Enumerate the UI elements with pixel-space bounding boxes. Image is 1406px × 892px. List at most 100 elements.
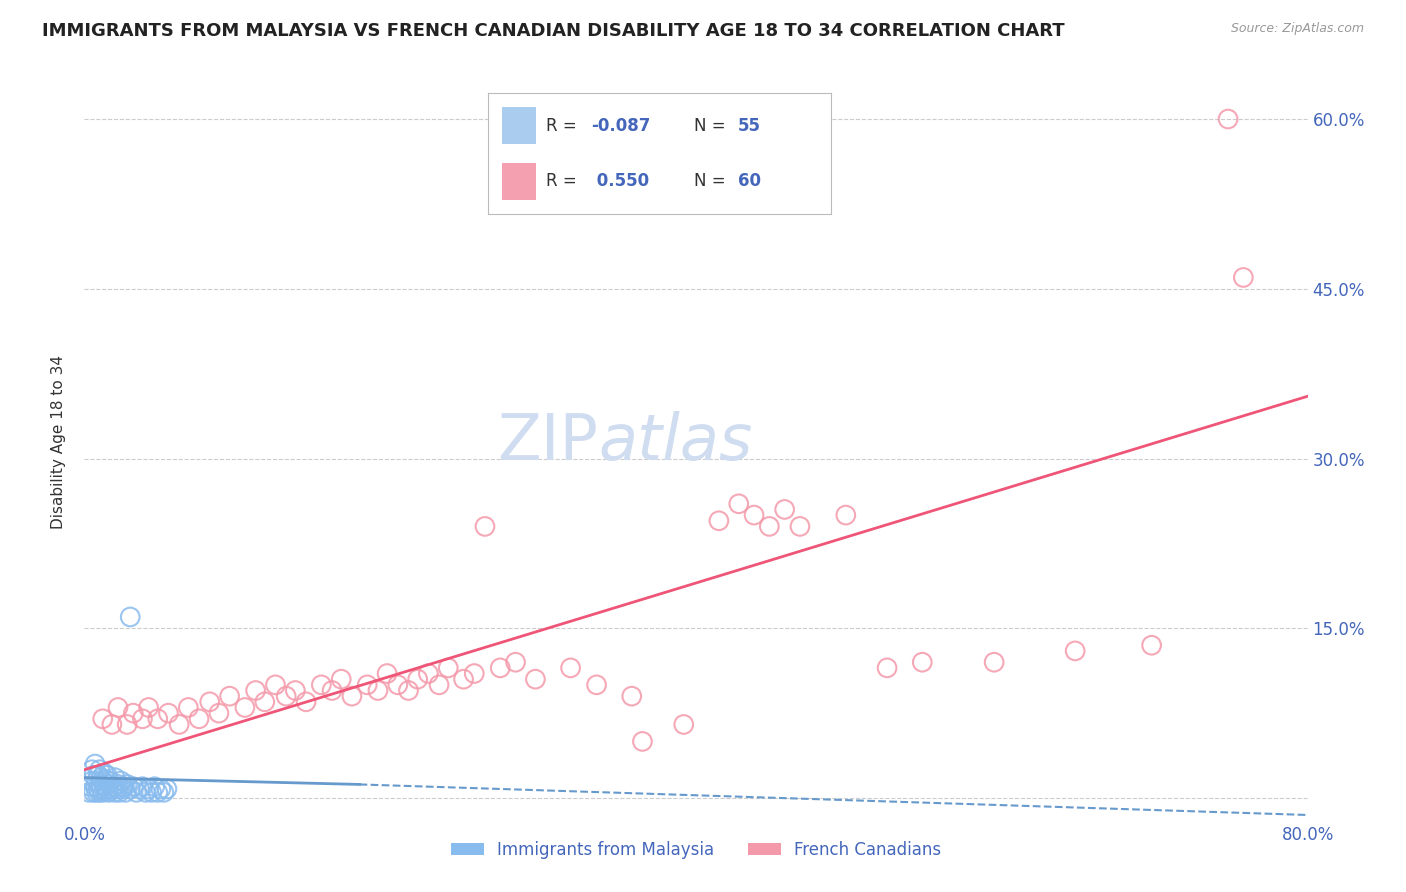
Point <box>107 700 129 714</box>
Point <box>330 672 353 686</box>
Point <box>83 768 105 782</box>
Point <box>311 678 333 692</box>
Point <box>167 717 190 731</box>
Point <box>387 678 409 692</box>
Point <box>1232 270 1254 285</box>
Point <box>146 712 169 726</box>
Point <box>876 661 898 675</box>
Point <box>90 771 112 785</box>
Point <box>489 661 512 675</box>
Point <box>505 655 527 669</box>
Point <box>111 780 134 794</box>
Text: Source: ZipAtlas.com: Source: ZipAtlas.com <box>1230 22 1364 36</box>
Point <box>672 717 695 731</box>
Point <box>198 695 221 709</box>
Point <box>96 768 118 782</box>
Point <box>115 777 138 791</box>
Point <box>156 781 179 796</box>
Point <box>104 785 127 799</box>
Point <box>101 781 124 796</box>
Text: atlas: atlas <box>598 410 752 473</box>
Point <box>149 781 172 796</box>
Point <box>87 768 110 782</box>
Point <box>284 683 307 698</box>
Point <box>141 785 163 799</box>
Y-axis label: Disability Age 18 to 34: Disability Age 18 to 34 <box>51 354 66 529</box>
Text: ZIP: ZIP <box>498 410 598 473</box>
Point <box>367 683 389 698</box>
Point <box>253 695 276 709</box>
Point <box>295 695 318 709</box>
Point <box>340 689 363 703</box>
Point <box>97 785 120 799</box>
Point <box>153 785 176 799</box>
Point <box>91 774 114 789</box>
Point <box>122 780 145 794</box>
Point <box>94 784 117 798</box>
Point <box>585 678 607 692</box>
Point <box>1140 638 1163 652</box>
Point <box>157 706 180 720</box>
Point <box>98 774 121 789</box>
Point <box>80 774 103 789</box>
Point <box>84 757 107 772</box>
Point <box>631 734 654 748</box>
Point <box>128 781 150 796</box>
Point <box>135 785 157 799</box>
Point <box>115 717 138 731</box>
Point <box>86 774 108 789</box>
Point <box>103 780 125 794</box>
Point <box>835 508 858 522</box>
Point <box>111 781 134 796</box>
Point <box>80 763 103 777</box>
Point <box>453 672 475 686</box>
Point <box>131 712 153 726</box>
Point <box>96 781 118 796</box>
Point <box>91 785 114 799</box>
Point <box>773 502 796 516</box>
Point <box>398 683 420 698</box>
Point <box>375 666 398 681</box>
Point <box>93 766 115 780</box>
Point <box>97 777 120 791</box>
Point <box>983 655 1005 669</box>
Point <box>356 678 378 692</box>
Point <box>208 706 231 720</box>
Point <box>245 683 267 698</box>
Point <box>107 777 129 791</box>
Point <box>276 689 298 703</box>
Point <box>321 683 343 698</box>
Point <box>120 610 142 624</box>
Point <box>218 689 240 703</box>
Point <box>114 785 136 799</box>
Point <box>110 774 132 789</box>
Point <box>89 785 111 799</box>
Point <box>177 700 200 714</box>
Point <box>560 661 582 675</box>
Point <box>188 712 211 726</box>
Point <box>93 780 115 794</box>
Point <box>406 672 429 686</box>
Point <box>89 777 111 791</box>
Point <box>474 519 496 533</box>
Point <box>89 763 111 777</box>
Point <box>105 781 128 796</box>
Point <box>138 781 160 796</box>
Point <box>143 780 166 794</box>
Point <box>87 781 110 796</box>
Point <box>83 785 105 799</box>
Point <box>84 780 107 794</box>
Point <box>707 514 730 528</box>
Text: IMMIGRANTS FROM MALAYSIA VS FRENCH CANADIAN DISABILITY AGE 18 TO 34 CORRELATION : IMMIGRANTS FROM MALAYSIA VS FRENCH CANAD… <box>42 22 1064 40</box>
Legend: Immigrants from Malaysia, French Canadians: Immigrants from Malaysia, French Canadia… <box>444 834 948 865</box>
Point <box>418 666 440 681</box>
Point <box>86 785 108 799</box>
Point <box>77 785 100 799</box>
Point <box>79 780 101 794</box>
Point <box>108 785 131 799</box>
Point <box>146 785 169 799</box>
Point <box>758 519 780 533</box>
Point <box>90 781 112 796</box>
Point <box>122 706 145 720</box>
Point <box>264 678 287 692</box>
